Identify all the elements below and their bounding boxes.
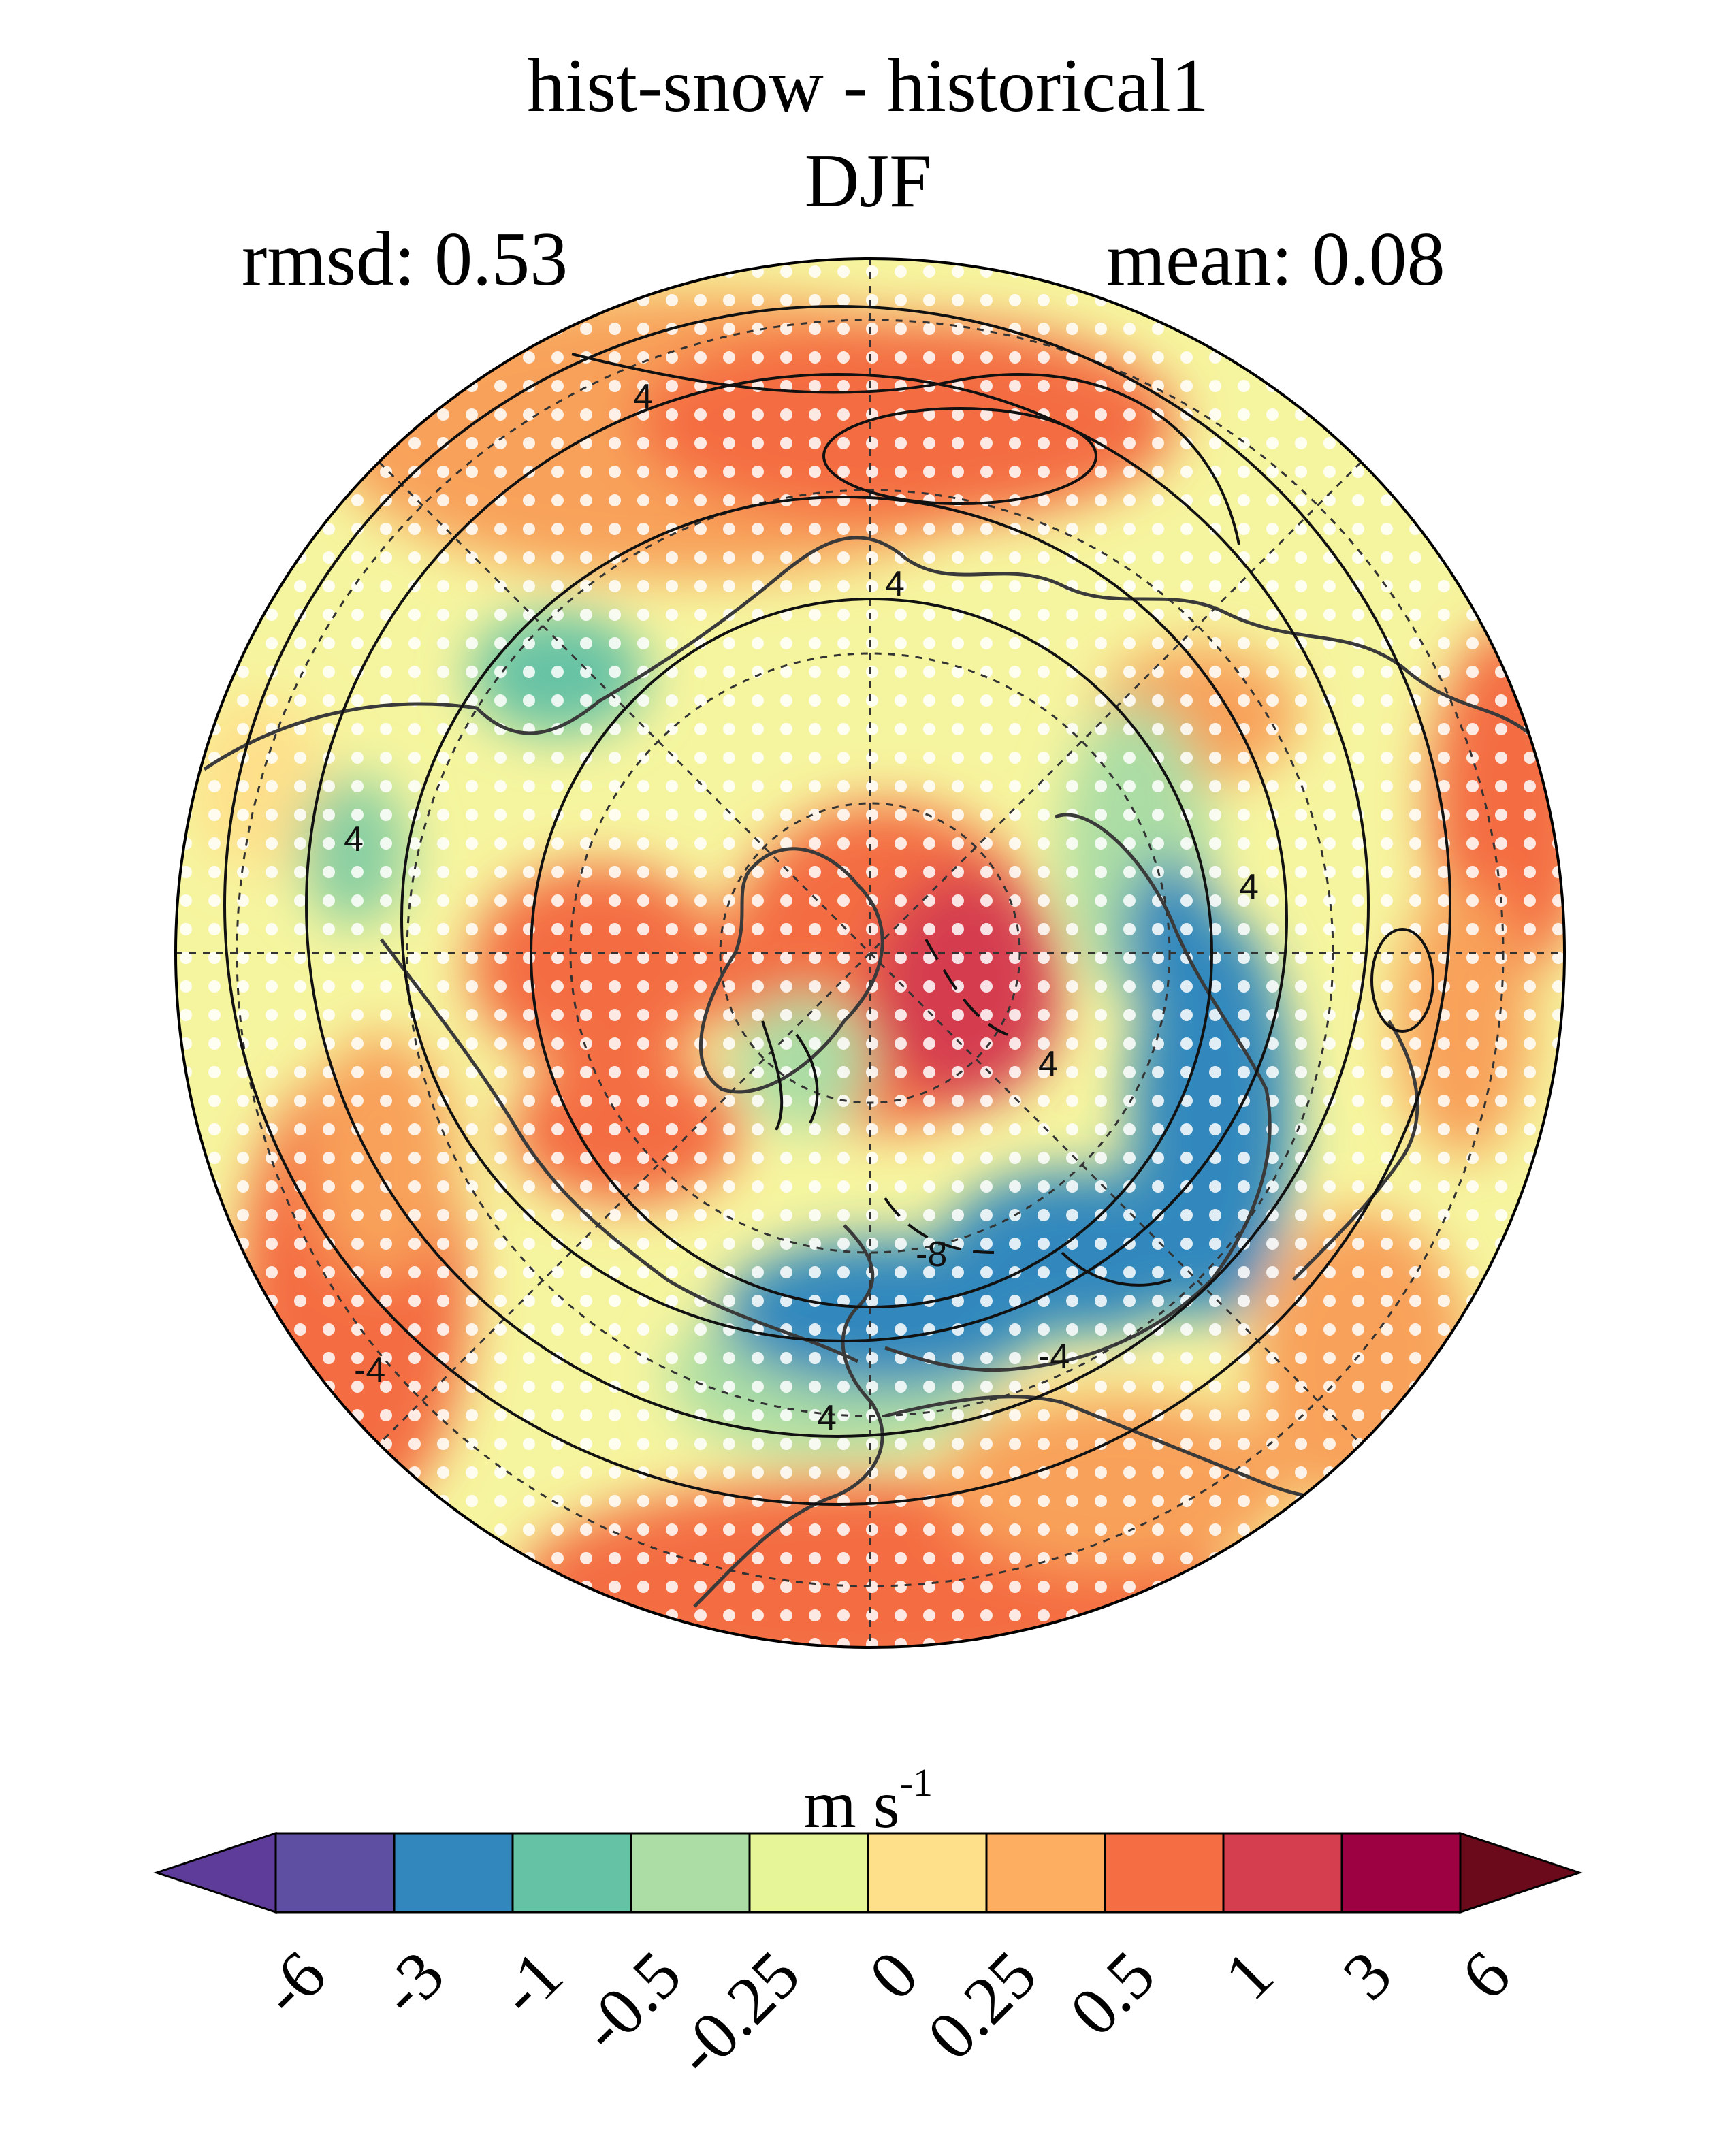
- contour-label: 4: [817, 1398, 837, 1438]
- colorbar-under-triangle: [153, 1831, 277, 1914]
- contour-label: -4: [1038, 1337, 1070, 1376]
- colorbar-bin: [274, 1832, 396, 1914]
- contour-label: 4: [344, 820, 364, 859]
- colorbar-bin: [1340, 1832, 1462, 1914]
- negative-contours: [884, 939, 1008, 1254]
- season-label: DJF: [804, 139, 932, 223]
- contour-label: 4: [633, 377, 653, 417]
- map-title: hist-snow - historical1: [527, 44, 1209, 128]
- climatology-contours: [223, 305, 1451, 1506]
- contour-label: 4: [1038, 1044, 1058, 1084]
- colorbar-units: m s-1: [803, 1760, 933, 1842]
- graticule: [176, 259, 1564, 1647]
- contour-label: 4: [885, 564, 905, 604]
- contour-label: 4: [1239, 867, 1259, 907]
- colorbar: [153, 1831, 1583, 1914]
- colorbar-bin: [985, 1832, 1106, 1914]
- contour-label: -4: [354, 1351, 385, 1390]
- colorbar-bin: [1222, 1832, 1343, 1914]
- colorbar-bin: [1104, 1832, 1225, 1914]
- colorbar-bin: [748, 1832, 869, 1914]
- map-disk: 4 4 4 4 4 -8 -4 4 -4: [176, 259, 1564, 1647]
- mean-stat: mean: 0.08: [1106, 217, 1445, 302]
- contour-labels: 4 4 4 4 4 -8 -4 4 -4: [344, 377, 1259, 1438]
- colorbar-over-triangle: [1459, 1831, 1583, 1914]
- colorbar-bin: [867, 1832, 988, 1914]
- colorbar-bin: [393, 1832, 514, 1914]
- map-border: [174, 257, 1566, 1649]
- colorbar-bin: [630, 1832, 751, 1914]
- colorbar-bin: [511, 1832, 632, 1914]
- rmsd-stat: rmsd: 0.53: [242, 217, 568, 302]
- contour-label: -8: [916, 1235, 947, 1274]
